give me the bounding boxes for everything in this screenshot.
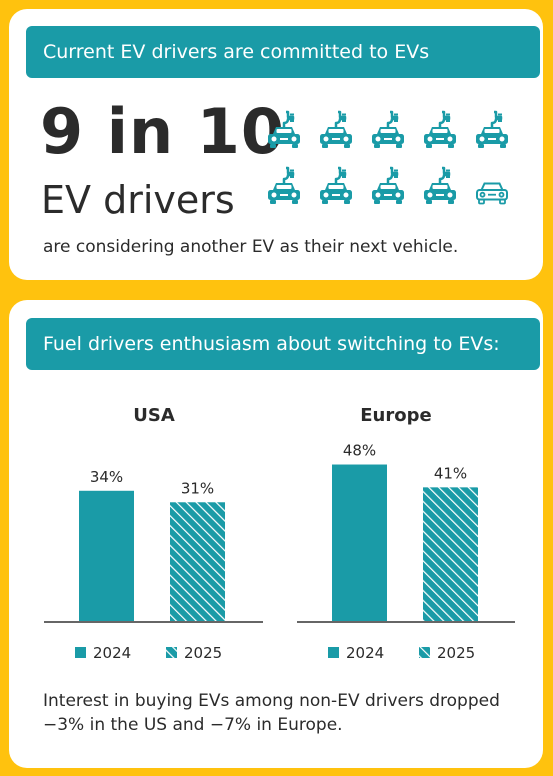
usa-bar-label-2025: 31%	[181, 479, 214, 497]
europe-bar-2024	[332, 464, 387, 621]
usa-bar-2024	[79, 490, 134, 621]
usa-bar-2025	[170, 502, 225, 621]
europe-legend-label-2025: 2025	[437, 644, 475, 662]
europe-legend-label-2024: 2024	[346, 644, 384, 662]
usa-chart-title: USA	[133, 405, 175, 426]
europe-bar-chart: Europe 48% 41% 2024 2025	[297, 405, 515, 662]
usa-bar-chart: USA 34% 31% 2024 2025	[44, 405, 263, 662]
europe-legend-swatch-2024	[328, 647, 339, 658]
ev-drivers-card: Current EV drivers are committed to EVs …	[9, 9, 543, 280]
usa-legend-label-2024: 2024	[93, 644, 131, 662]
stat-subject: EV drivers	[41, 178, 235, 222]
big-stat: 9 in 10	[40, 95, 285, 168]
usa-bar-label-2024: 34%	[90, 468, 123, 486]
consider-statement: are considering another EV as their next…	[43, 237, 459, 257]
fuel-drivers-banner: Fuel drivers enthusiasm about switching …	[26, 318, 540, 370]
usa-legend-label-2025: 2025	[184, 644, 222, 662]
interest-footnote: Interest in buying EVs among non-EV driv…	[43, 691, 500, 735]
europe-bar-2025	[423, 487, 478, 621]
europe-legend-swatch-2025	[419, 647, 430, 658]
europe-bar-label-2024: 48%	[343, 442, 376, 460]
europe-chart-title: Europe	[360, 405, 431, 426]
usa-legend-swatch-2024	[75, 647, 86, 658]
usa-legend-swatch-2025	[166, 647, 177, 658]
europe-bar-label-2025: 41%	[434, 464, 467, 482]
fuel-drivers-card: Fuel drivers enthusiasm about switching …	[9, 300, 543, 768]
ev-committed-banner: Current EV drivers are committed to EVs	[26, 26, 540, 78]
